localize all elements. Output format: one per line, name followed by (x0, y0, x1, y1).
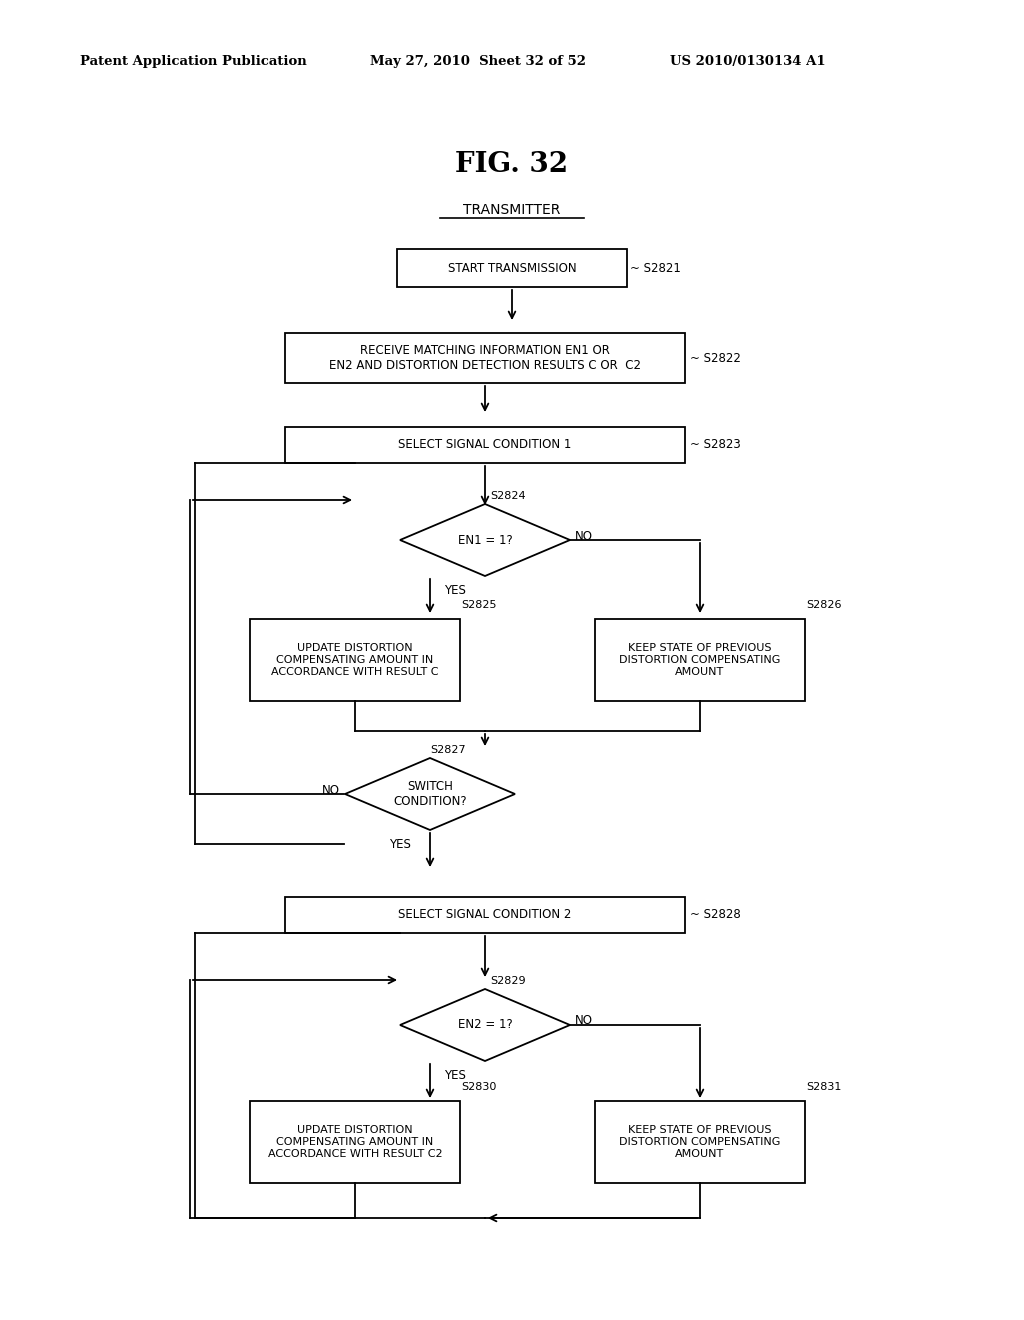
Text: YES: YES (389, 838, 411, 851)
Text: S2824: S2824 (490, 491, 525, 502)
Text: KEEP STATE OF PREVIOUS
DISTORTION COMPENSATING
AMOUNT: KEEP STATE OF PREVIOUS DISTORTION COMPEN… (620, 643, 780, 677)
Text: TRANSMITTER: TRANSMITTER (463, 203, 561, 216)
FancyBboxPatch shape (595, 619, 805, 701)
Text: SELECT SIGNAL CONDITION 2: SELECT SIGNAL CONDITION 2 (398, 908, 571, 921)
Text: RECEIVE MATCHING INFORMATION EN1 OR
EN2 AND DISTORTION DETECTION RESULTS C OR  C: RECEIVE MATCHING INFORMATION EN1 OR EN2 … (329, 345, 641, 372)
Text: S2830: S2830 (461, 1082, 497, 1092)
Text: ~ S2828: ~ S2828 (690, 908, 740, 921)
FancyBboxPatch shape (285, 426, 685, 463)
Text: SELECT SIGNAL CONDITION 1: SELECT SIGNAL CONDITION 1 (398, 438, 571, 451)
FancyBboxPatch shape (250, 619, 460, 701)
Text: May 27, 2010  Sheet 32 of 52: May 27, 2010 Sheet 32 of 52 (370, 55, 586, 69)
FancyBboxPatch shape (285, 898, 685, 933)
Text: ~ S2823: ~ S2823 (690, 438, 740, 451)
Text: UPDATE DISTORTION
COMPENSATING AMOUNT IN
ACCORDANCE WITH RESULT C: UPDATE DISTORTION COMPENSATING AMOUNT IN… (271, 643, 438, 677)
Text: START TRANSMISSION: START TRANSMISSION (447, 261, 577, 275)
Text: US 2010/0130134 A1: US 2010/0130134 A1 (670, 55, 825, 69)
Text: S2829: S2829 (490, 975, 525, 986)
FancyBboxPatch shape (595, 1101, 805, 1183)
Text: ~ S2822: ~ S2822 (690, 351, 741, 364)
Polygon shape (400, 989, 570, 1061)
Text: Patent Application Publication: Patent Application Publication (80, 55, 307, 69)
Text: YES: YES (444, 1069, 466, 1082)
Text: NO: NO (575, 1015, 593, 1027)
Text: YES: YES (444, 583, 466, 597)
FancyBboxPatch shape (285, 333, 685, 383)
Text: FIG. 32: FIG. 32 (456, 152, 568, 178)
Text: SWITCH
CONDITION?: SWITCH CONDITION? (393, 780, 467, 808)
Text: EN1 = 1?: EN1 = 1? (458, 533, 512, 546)
Text: S2825: S2825 (461, 601, 497, 610)
FancyBboxPatch shape (250, 1101, 460, 1183)
Polygon shape (345, 758, 515, 830)
Text: ~ S2821: ~ S2821 (630, 261, 681, 275)
Text: S2831: S2831 (806, 1082, 842, 1092)
Text: S2826: S2826 (806, 601, 842, 610)
FancyBboxPatch shape (397, 249, 627, 286)
Text: S2827: S2827 (430, 744, 466, 755)
Text: NO: NO (322, 784, 340, 796)
Text: NO: NO (575, 529, 593, 543)
Text: EN2 = 1?: EN2 = 1? (458, 1019, 512, 1031)
Polygon shape (400, 504, 570, 576)
Text: UPDATE DISTORTION
COMPENSATING AMOUNT IN
ACCORDANCE WITH RESULT C2: UPDATE DISTORTION COMPENSATING AMOUNT IN… (267, 1126, 442, 1159)
Text: KEEP STATE OF PREVIOUS
DISTORTION COMPENSATING
AMOUNT: KEEP STATE OF PREVIOUS DISTORTION COMPEN… (620, 1126, 780, 1159)
